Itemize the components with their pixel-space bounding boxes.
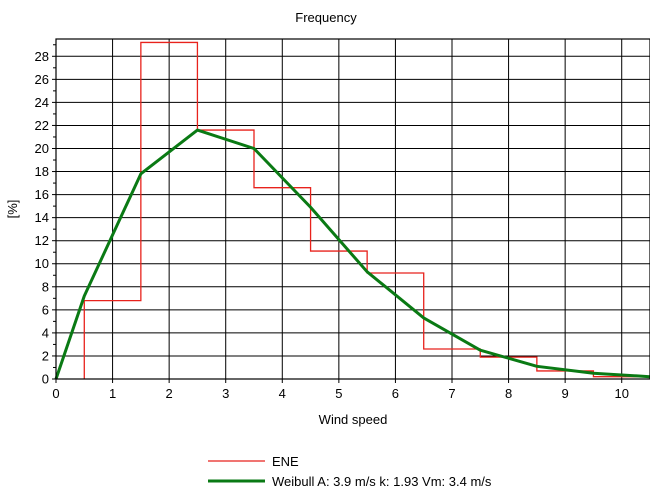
legend: ENE Weibull A: 3.9 m/s k: 1.93 Vm: 3.4 m… [208, 454, 492, 489]
y-tick-label: 2 [42, 348, 49, 363]
y-tick-label: 10 [35, 256, 49, 271]
legend-label-weibull: Weibull A: 3.9 m/s k: 1.93 Vm: 3.4 m/s [272, 474, 492, 489]
y-tick-label: 18 [35, 164, 49, 179]
y-axis-label: [%] [5, 200, 20, 219]
grid-lines [55, 39, 650, 380]
y-tick-label: 24 [35, 95, 49, 110]
x-tick-label: 0 [52, 386, 59, 401]
y-tick-label: 26 [35, 72, 49, 87]
x-tick-label: 6 [392, 386, 399, 401]
series-weibull-line [54, 128, 650, 380]
plot-frame [55, 38, 650, 380]
x-tick-label: 10 [614, 386, 628, 401]
y-tick-label: 14 [35, 210, 49, 225]
x-tick-label: 3 [222, 386, 229, 401]
plot-series [54, 41, 650, 380]
x-tick-label: 4 [279, 386, 286, 401]
x-tick-label: 8 [505, 386, 512, 401]
chart-title: Frequency [295, 10, 357, 25]
y-tick-label: 12 [35, 233, 49, 248]
y-tick-label: 28 [35, 49, 49, 64]
x-axis-label: Wind speed [319, 412, 388, 427]
legend-label-ene: ENE [272, 454, 299, 469]
y-tick-label: 6 [42, 302, 49, 317]
y-tick-label: 16 [35, 187, 49, 202]
x-tick-label: 7 [448, 386, 455, 401]
y-tick-label: 20 [35, 141, 49, 156]
x-tick-label: 9 [562, 386, 569, 401]
y-tick-label: 0 [42, 372, 49, 387]
x-tick-label: 5 [335, 386, 342, 401]
y-tick-label: 22 [35, 118, 49, 133]
x-axis-ticks: 0 1 2 3 4 5 6 7 8 9 10 [52, 379, 629, 401]
y-tick-label: 8 [42, 279, 49, 294]
y-tick-label: 4 [42, 325, 49, 340]
x-tick-label: 1 [109, 386, 116, 401]
x-tick-label: 2 [166, 386, 173, 401]
